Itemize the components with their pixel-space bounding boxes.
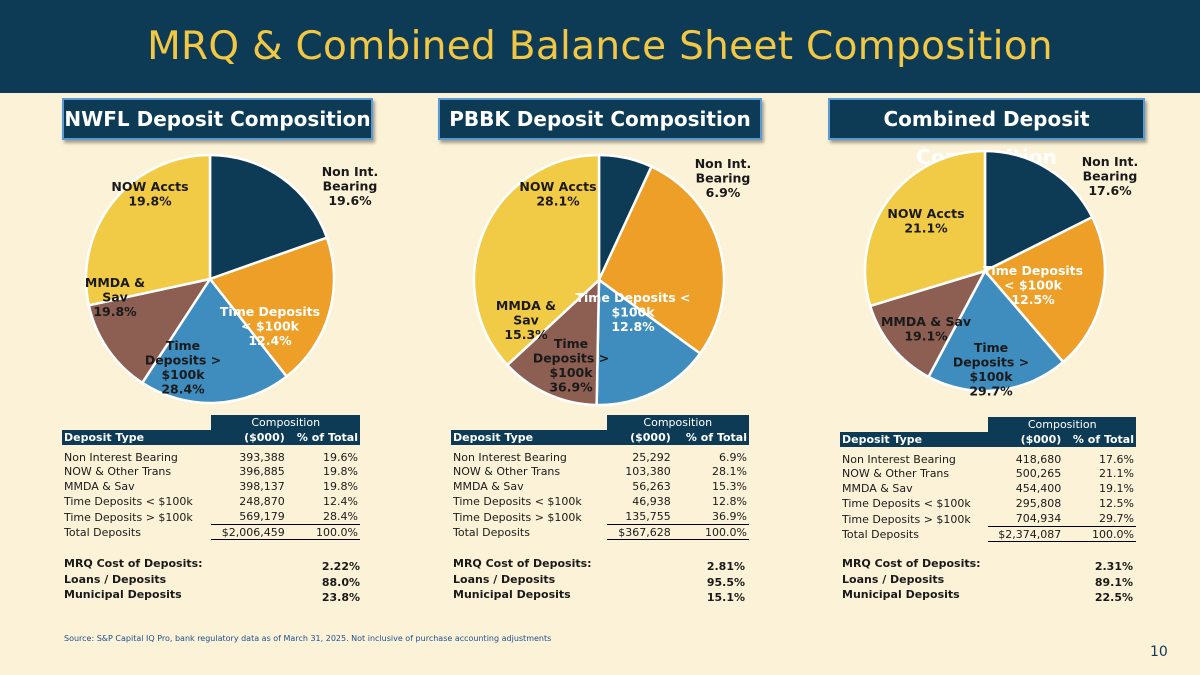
pie-label-time-deposits-under-100k: Time Deposits < $100k 12.8% bbox=[575, 290, 690, 334]
metric-loans-deposits: Loans / Deposits 95.5% bbox=[453, 572, 745, 589]
pie-label-non-int-bearing: Non Int. Bearing 19.6% bbox=[322, 164, 379, 208]
table-row: Time Deposits < $100k 46,938 12.8% bbox=[453, 495, 747, 509]
pie-slice-now-accts bbox=[597, 164, 726, 356]
pie-slice-mmda-sav bbox=[926, 268, 1065, 393]
title-bar bbox=[0, 0, 1200, 93]
composition-header: Composition bbox=[988, 417, 1136, 432]
column-header: ($000) bbox=[211, 430, 287, 445]
metric-cost-of-deposits: MRQ Cost of Deposits: 2.22% bbox=[64, 557, 360, 573]
pie-label-now-accts: NOW Accts 19.8% bbox=[111, 179, 188, 209]
table-row: Time Deposits < $100k 248,870 12.4% bbox=[64, 495, 358, 509]
pie-slice-now-accts bbox=[983, 215, 1107, 364]
table-row: NOW & Other Trans 500,265 21.1% bbox=[842, 467, 1134, 481]
total-row: Total Deposits $367,628 100.0% bbox=[453, 524, 749, 541]
pie-slice-time-deposits-over-100k bbox=[863, 149, 987, 308]
table-row: MMDA & Sav 56,263 15.3% bbox=[453, 480, 747, 494]
column-header: % of Total bbox=[672, 430, 749, 445]
table-row: Non Interest Bearing 393,388 19.6% bbox=[64, 451, 358, 464]
nwfl-deposit-table: Composition Deposit Type ($000) % of Tot… bbox=[62, 415, 360, 541]
nwfl-metrics: MRQ Cost of Deposits: 2.22% Loans / Depos… bbox=[64, 557, 360, 604]
total-row: Total Deposits $2,006,459 100.0% bbox=[64, 524, 360, 541]
composition-header: Composition bbox=[606, 415, 749, 430]
table-row: Time Deposits > $100k 135,755 36.9% bbox=[453, 510, 747, 524]
pie-label-mmda-sav: MMDA & Sav 19.1% bbox=[881, 314, 971, 344]
combined-metrics: MRQ Cost of Deposits: 2.31% Loans / Depos… bbox=[842, 557, 1133, 604]
pie-label-time-deposits-over-100k: Time Deposits > $100k 28.4% bbox=[145, 338, 221, 397]
nwfl-panel-heading: NWFL Deposit Composition bbox=[62, 98, 373, 140]
pie-label-now-accts: NOW Accts 21.1% bbox=[887, 206, 964, 236]
table-row: MMDA & Sav 398,137 19.8% bbox=[64, 480, 358, 494]
pie-slice-time-deposits-over-100k bbox=[472, 153, 601, 367]
metric-municipal-deposits: Municipal Deposits 15.1% bbox=[453, 588, 745, 604]
pie-slice-now-accts bbox=[207, 236, 336, 379]
pie-label-time-deposits-under-100k: Time Deposits < $100k 12.5% bbox=[983, 263, 1083, 307]
metric-cost-of-deposits: MRQ Cost of Deposits: 2.81% bbox=[453, 557, 745, 573]
pie-slice-time-deposits-under-100k bbox=[87, 277, 213, 385]
pie-label-mmda-sav: MMDA & Sav 15.3% bbox=[496, 298, 556, 342]
combined-deposit-table: Composition Deposit Type ($000) % of Tot… bbox=[840, 417, 1136, 543]
pie-slice-time-deposits-under-100k bbox=[505, 277, 601, 407]
source-note: Source: S&P Capital IQ Pro, bank regulat… bbox=[64, 634, 552, 643]
table-row: Time Deposits > $100k 704,934 29.7% bbox=[842, 512, 1134, 526]
pbbk-metrics: MRQ Cost of Deposits: 2.81% Loans / Depos… bbox=[453, 557, 745, 604]
table-row: NOW & Other Trans 103,380 28.1% bbox=[453, 465, 747, 479]
table-row: Non Interest Bearing 25,292 6.9% bbox=[453, 451, 747, 464]
column-header: Deposit Type bbox=[840, 432, 989, 447]
combined-panel-heading: Combined Deposit Composition bbox=[828, 98, 1145, 169]
pie-label-now-accts: NOW Accts 28.1% bbox=[519, 179, 596, 209]
column-header: % of Total bbox=[286, 430, 360, 445]
pbbk-panel-heading: PBBK Deposit Composition bbox=[438, 98, 762, 140]
combined-pie-chart: Non Int. Bearing 17.6% NOW Accts 21.1% MMDA &… bbox=[863, 149, 1139, 399]
pie-slice-mmda-sav bbox=[595, 277, 702, 407]
table-row: Non Interest Bearing 418,680 17.6% bbox=[842, 453, 1134, 466]
pbbk-deposit-table: Composition Deposit Type ($000) % of Tot… bbox=[451, 415, 749, 541]
column-header: ($000) bbox=[606, 430, 673, 445]
pie-label-time-deposits-over-100k: Time Deposits > $100k 29.7% bbox=[953, 340, 1029, 399]
table-row: Time Deposits < $100k 295,808 12.5% bbox=[842, 497, 1134, 511]
metric-loans-deposits: Loans / Deposits 88.0% bbox=[64, 572, 360, 589]
composition-header: Composition bbox=[211, 415, 360, 430]
nwfl-pie-chart: Non Int. Bearing 19.6% NOW Accts 19.8% MMDA &… bbox=[84, 153, 379, 405]
column-header: Deposit Type bbox=[62, 430, 212, 445]
column-header: ($000) bbox=[988, 432, 1064, 447]
metric-municipal-deposits: Municipal Deposits 23.8% bbox=[64, 588, 360, 604]
pie-slice-time-deposits-over-100k bbox=[84, 153, 212, 307]
table-row: NOW & Other Trans 396,885 19.8% bbox=[64, 465, 358, 479]
pie-slice-non-int-bearing bbox=[983, 149, 1094, 274]
table-row: Time Deposits > $100k 569,179 28.4% bbox=[64, 510, 358, 524]
pie-label-non-int-bearing: Non Int. Bearing 6.9% bbox=[695, 156, 752, 200]
metric-cost-of-deposits: MRQ Cost of Deposits: 2.31% bbox=[842, 557, 1133, 573]
column-header: Deposit Type bbox=[451, 430, 607, 445]
pie-label-non-int-bearing: Non Int. Bearing 17.6% bbox=[1082, 154, 1139, 198]
page-title: MRQ & Combined Balance Sheet Composition bbox=[147, 24, 1053, 69]
page-number: 10 bbox=[1150, 644, 1168, 660]
pie-slice-mmda-sav bbox=[140, 276, 289, 405]
pbbk-pie-chart: Non Int. Bearing 6.9% NOW Accts 28.1% MMDA & S… bbox=[472, 153, 752, 407]
metric-loans-deposits: Loans / Deposits 89.1% bbox=[842, 572, 1133, 589]
pie-label-mmda-sav: MMDA & Sav 19.8% bbox=[85, 275, 145, 319]
column-header: % of Total bbox=[1063, 432, 1136, 447]
pie-label-time-deposits-over-100k: Time Deposits > $100k 36.9% bbox=[533, 336, 609, 395]
total-row: Total Deposits $2,374,087 100.0% bbox=[842, 526, 1136, 543]
table-row: MMDA & Sav 454,400 19.1% bbox=[842, 482, 1134, 496]
pie-label-time-deposits-under-100k: Time Deposits < $100k 12.4% bbox=[220, 304, 320, 348]
metric-municipal-deposits: Municipal Deposits 22.5% bbox=[842, 588, 1133, 604]
